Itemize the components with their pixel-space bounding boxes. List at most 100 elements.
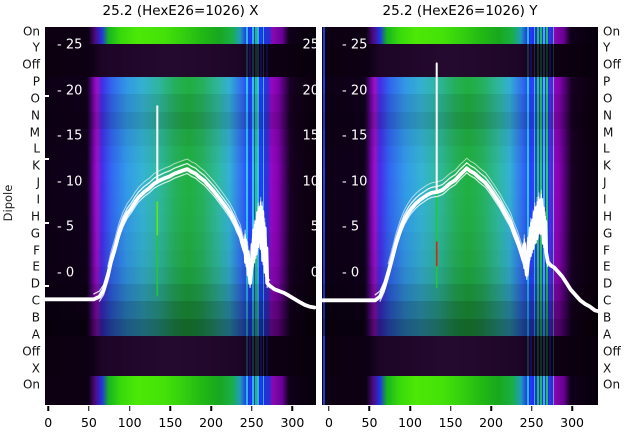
vertical-stripe: [323, 249, 326, 267]
vertical-stripe: [553, 284, 554, 302]
vertical-stripe: [252, 44, 254, 77]
vertical-stripe: [246, 146, 248, 164]
dipole-row-label: On: [603, 377, 621, 392]
vertical-stripe: [540, 146, 543, 164]
dipole-row-label: X: [31, 361, 40, 376]
vertical-stripe: [259, 301, 262, 319]
x-tick-label: 200: [479, 415, 503, 430]
vertical-stripe: [252, 27, 254, 44]
heatmap-band-beam: [322, 146, 598, 164]
vertical-stripe: [265, 146, 268, 164]
vertical-stripe: [257, 335, 259, 376]
vertical-stripe: [255, 197, 257, 216]
dipole-row-label: O: [30, 91, 40, 106]
vertical-stripe: [530, 335, 533, 376]
vertical-stripe: [249, 284, 252, 302]
vertical-stripe: [259, 266, 262, 285]
heatmap-band-beam: [322, 318, 598, 336]
heatmap-band-beam: [45, 301, 316, 319]
vertical-stripe: [548, 180, 551, 198]
vertical-stripe: [530, 163, 533, 181]
x-tick-label: 300: [280, 415, 305, 430]
vertical-stripe: [530, 318, 533, 336]
vertical-stripe: [262, 77, 265, 95]
vertical-stripe: [546, 111, 548, 129]
vertical-stripe: [257, 375, 259, 405]
vertical-stripe: [527, 163, 529, 181]
vertical-stripe: [323, 27, 326, 44]
vertical-stripe: [548, 266, 551, 285]
vertical-stripe: [543, 249, 545, 267]
vertical-stripe: [543, 44, 545, 77]
heatmap-band-beam: [322, 94, 598, 112]
overlay-tick-label: - 15: [57, 128, 83, 144]
vertical-stripe: [530, 146, 533, 164]
vertical-stripe: [540, 111, 543, 129]
vertical-stripe: [255, 146, 257, 164]
vertical-stripe: [543, 197, 545, 216]
edge-tick: [45, 95, 49, 98]
vertical-stripe: [530, 44, 533, 77]
vertical-stripe: [527, 27, 529, 44]
vertical-stripe: [265, 215, 268, 233]
heatmap-plot-y: - 25 - 20 - 15 - 10 - 5 - 0: [322, 27, 598, 405]
vertical-stripe: [533, 266, 536, 285]
vertical-stripe: [265, 128, 268, 147]
vertical-stripe: [252, 375, 254, 405]
vertical-stripe: [252, 301, 254, 319]
vertical-stripe: [537, 44, 539, 77]
vertical-stripe: [527, 146, 529, 164]
vertical-stripe: [262, 284, 265, 302]
vertical-stripe: [537, 180, 539, 198]
heatmap-band-green: [322, 27, 598, 44]
heatmap-band-green: [45, 375, 316, 405]
vertical-stripe: [255, 163, 257, 181]
vertical-stripe: [537, 266, 539, 285]
vertical-stripe: [265, 111, 268, 129]
x-tick-mark: [169, 406, 172, 411]
dipole-row-label: Off: [22, 344, 40, 359]
vertical-stripe: [265, 197, 268, 216]
heatmap-band-beam: [45, 77, 316, 95]
vertical-stripe: [530, 284, 533, 302]
vertical-stripe: [262, 197, 265, 216]
dipole-row-label: N: [603, 108, 612, 123]
vertical-stripe: [262, 128, 265, 147]
vertical-stripe: [548, 163, 551, 181]
vertical-stripe: [255, 27, 257, 44]
overlay-tick-label: - 20: [57, 83, 83, 99]
vertical-stripe: [553, 249, 554, 267]
vertical-stripe: [537, 77, 539, 95]
vertical-stripe: [246, 284, 248, 302]
vertical-stripe: [537, 27, 539, 44]
vertical-stripe: [537, 232, 539, 250]
vertical-stripe: [323, 301, 326, 319]
dipole-row-label: Y: [603, 40, 611, 55]
vertical-stripe: [265, 335, 268, 376]
vertical-stripe: [537, 94, 539, 112]
edge-tick: [45, 284, 49, 287]
vertical-stripe: [265, 375, 268, 405]
vertical-stripe: [259, 44, 262, 77]
vertical-stripe: [537, 111, 539, 129]
vertical-stripe: [543, 163, 545, 181]
vertical-stripe: [553, 146, 554, 164]
vertical-stripe: [533, 180, 536, 198]
vertical-stripe: [537, 128, 539, 147]
vertical-stripe: [323, 335, 326, 376]
vertical-stripe: [543, 284, 545, 302]
vertical-stripe: [540, 94, 543, 112]
vertical-stripe: [323, 111, 326, 129]
vertical-stripe: [265, 44, 268, 77]
vertical-stripe: [323, 232, 326, 250]
vertical-stripe: [548, 111, 551, 129]
vertical-stripe: [323, 128, 326, 147]
vertical-stripe: [546, 94, 548, 112]
dipole-row-label: F: [603, 243, 610, 258]
vertical-stripe: [533, 163, 536, 181]
vertical-stripe: [533, 111, 536, 129]
heatmap-band-green: [45, 27, 316, 44]
vertical-stripe: [249, 111, 252, 129]
vertical-stripe: [553, 232, 554, 250]
